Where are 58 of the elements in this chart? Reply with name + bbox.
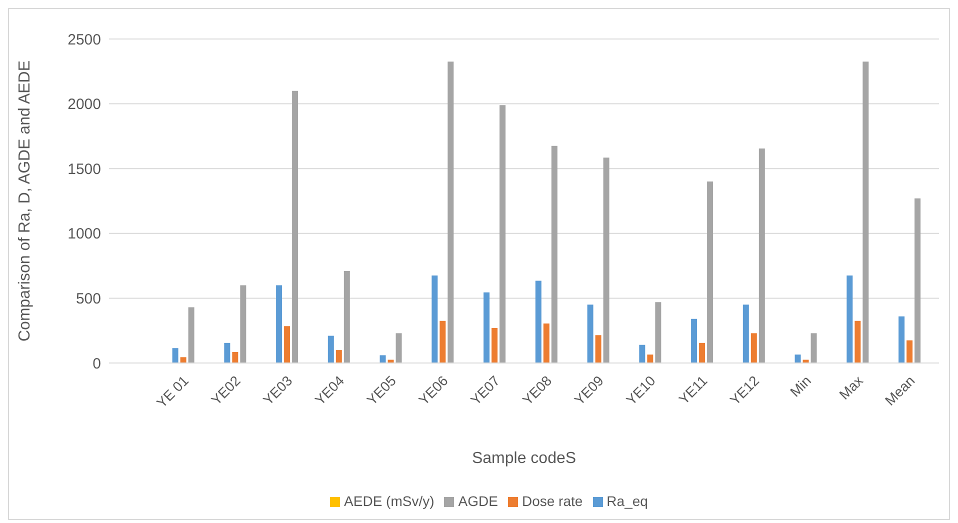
bar: [188, 307, 194, 363]
bar: [854, 320, 861, 363]
bar: [500, 105, 506, 363]
legend-label: AGDE: [458, 493, 498, 509]
bar: [906, 340, 913, 363]
legend-label: AEDE (mSv/y): [344, 493, 434, 509]
bar: [691, 318, 698, 363]
bar: [380, 355, 386, 363]
bar: [484, 292, 490, 363]
bar: [587, 304, 594, 363]
bar: [232, 352, 238, 363]
y-tick-label: 2500: [68, 31, 101, 48]
bar: [742, 304, 749, 363]
bar: [224, 342, 230, 363]
legend-label: Ra_eq: [606, 493, 648, 509]
y-tick-label: 500: [76, 290, 101, 308]
bar: [172, 348, 178, 363]
x-tick-label: YE 01: [153, 372, 192, 411]
bar: [758, 148, 765, 363]
bar: [535, 280, 542, 363]
bar: [603, 158, 610, 363]
x-axis-title: Sample codeS: [472, 450, 576, 467]
bar: [336, 350, 342, 363]
bar: [898, 316, 905, 363]
bar: [432, 276, 438, 363]
y-tick-label: 2000: [68, 96, 101, 114]
y-tick-label: 1500: [68, 160, 101, 178]
bar: [440, 320, 446, 363]
bar: [595, 335, 602, 363]
bar: [448, 62, 454, 363]
bar: [846, 276, 853, 363]
bar: [240, 285, 246, 363]
y-tick-label: 0: [92, 355, 101, 372]
bar: [639, 344, 646, 363]
bar: [344, 270, 350, 363]
bar: [647, 354, 654, 363]
bar: [551, 146, 558, 363]
x-tick-label: Min: [786, 372, 814, 400]
bar: [180, 357, 186, 363]
bar: [396, 333, 402, 363]
bar: [492, 328, 498, 363]
bar: [750, 333, 757, 363]
bar: [655, 302, 662, 363]
bar: [276, 285, 282, 363]
bar: [707, 182, 714, 363]
y-tick-label: 1000: [68, 226, 101, 243]
bar: [810, 333, 817, 363]
bar: [292, 90, 298, 363]
bar: [328, 336, 334, 363]
legend-label: Dose rate: [522, 493, 583, 509]
bar: [699, 342, 706, 363]
x-tick-label: Max: [836, 372, 866, 402]
y-axis-title: Comparison of Ra, D, AGDE and AEDE: [16, 60, 34, 342]
bar: [543, 323, 550, 363]
bar: [914, 198, 921, 363]
bar: [862, 62, 869, 363]
bar: [794, 354, 801, 363]
bar: [284, 326, 290, 363]
